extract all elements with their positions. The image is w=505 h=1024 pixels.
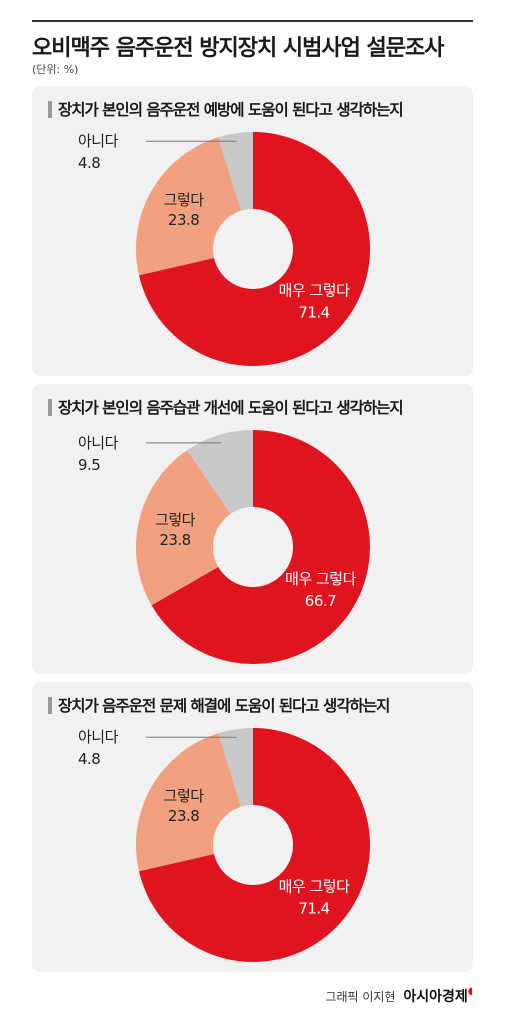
slice-yes	[135, 733, 242, 872]
chart-3-title: 장치가 음주운전 문제 해결에 도움이 된다고 생각하는지	[48, 694, 390, 716]
chart-2-title-text: 장치가 본인의 음주습관 개선에 도움이 된다고 생각하는지	[58, 399, 404, 417]
slice-label-category: 그렇다	[164, 191, 205, 209]
publisher-logo: 아시아경제	[403, 989, 468, 1005]
title-marker	[48, 101, 52, 118]
title-marker	[48, 697, 52, 714]
slice-label-value: 71.4	[298, 900, 329, 918]
unit-label: (단위: %)	[32, 63, 79, 76]
slice-no	[187, 430, 253, 514]
slice-yes	[136, 450, 231, 606]
page-title: 오비맥주 음주운전 방지장치 시범사업 설문조사	[32, 36, 444, 61]
title-marker	[48, 399, 52, 416]
donut-chart-2: 매우 그렇다 66.7 그렇다 23.8 아니다 9.5	[78, 430, 370, 664]
chart-2-title: 장치가 본인의 음주습관 개선에 도움이 된다고 생각하는지	[48, 396, 404, 418]
slice-label-category: 아니다	[78, 728, 119, 746]
graphic-credit: 그래픽 이지현	[325, 990, 396, 1004]
slice-label-value: 23.8	[168, 211, 199, 229]
chart-panel-2: 장치가 본인의 음주습관 개선에 도움이 된다고 생각하는지 매우 그렇다 66.…	[32, 384, 473, 674]
chart-3-title-text: 장치가 음주운전 문제 해결에 도움이 된다고 생각하는지	[58, 697, 390, 715]
slice-very-yes	[151, 430, 370, 664]
donut-chart-1: 매우 그렇다 71.4 그렇다 23.8 아니다 4.8	[78, 132, 370, 366]
logo-mark-icon: ◖	[467, 986, 473, 997]
chart-1-title-text: 장치가 본인의 음주운전 예방에 도움이 된다고 생각하는지	[58, 101, 404, 119]
slice-label-category: 그렇다	[164, 787, 205, 805]
slice-label-category: 아니다	[78, 434, 119, 452]
slice-no	[218, 728, 253, 807]
slice-label-category: 매우 그렇다	[279, 878, 350, 896]
chart-panel-3: 장치가 음주운전 문제 해결에 도움이 된다고 생각하는지 매우 그렇다 71.4…	[32, 682, 473, 972]
top-rule	[32, 20, 473, 22]
slice-label-value: 23.8	[159, 531, 190, 549]
slice-label-value: 4.8	[78, 750, 100, 768]
slice-label-category: 매우 그렇다	[279, 282, 350, 300]
slice-label-value: 66.7	[305, 592, 336, 610]
slice-label-value: 9.5	[78, 456, 100, 474]
slice-no	[218, 132, 253, 211]
footer-credit: 그래픽 이지현 아시아경제◖	[325, 986, 473, 1006]
slice-very-yes	[138, 132, 370, 366]
slice-label-category: 아니다	[78, 132, 119, 150]
slice-label-category: 매우 그렇다	[285, 570, 356, 588]
slice-label-value: 71.4	[298, 304, 329, 322]
slice-label-value: 4.8	[78, 154, 100, 172]
slice-label-value: 23.8	[168, 807, 199, 825]
slice-yes	[135, 137, 242, 276]
chart-1-title: 장치가 본인의 음주운전 예방에 도움이 된다고 생각하는지	[48, 98, 404, 120]
slice-very-yes	[138, 728, 370, 962]
donut-chart-3: 매우 그렇다 71.4 그렇다 23.8 아니다 4.8	[78, 728, 370, 962]
chart-panel-1: 장치가 본인의 음주운전 예방에 도움이 된다고 생각하는지 매우 그렇다 71.…	[32, 86, 473, 376]
slice-label-category: 그렇다	[155, 511, 196, 529]
